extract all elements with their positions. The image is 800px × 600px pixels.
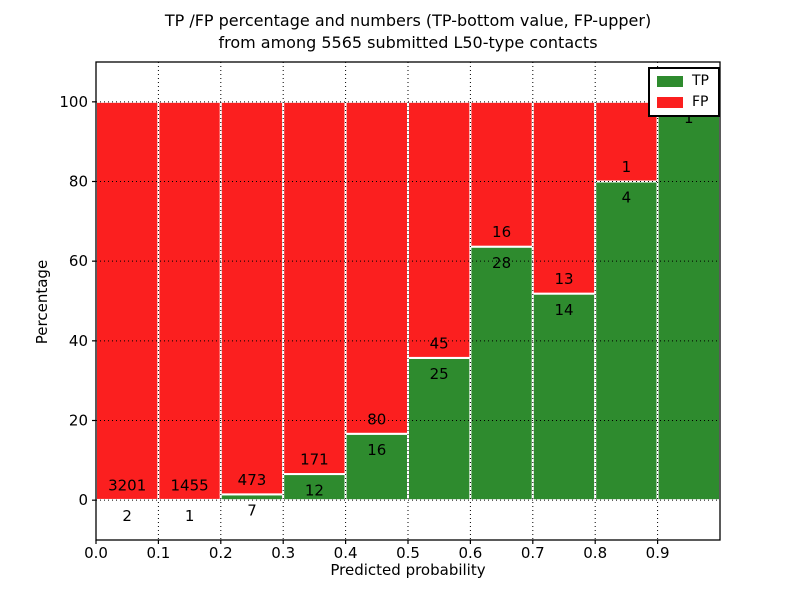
fp-count-label-3: 171 [300, 451, 329, 469]
y-tick-label-60: 60 [69, 252, 88, 270]
bar-segment-tp-9 [656, 100, 721, 502]
axes-box [95, 61, 721, 541]
x-tick-label-8: 0.8 [583, 544, 607, 562]
bar-segment-tp-7 [531, 292, 597, 502]
y-tick-label-100: 100 [59, 93, 88, 111]
bar-segment-fp-2 [219, 100, 285, 496]
x-tick-label-3: 0.3 [271, 544, 295, 562]
bar-segment-fp-0 [95, 100, 160, 501]
legend-row-tp: TP [657, 74, 709, 88]
tp-count-label-0: 2 [122, 507, 132, 525]
fp-count-label-7: 13 [554, 270, 573, 288]
y-tick-label-40: 40 [69, 332, 88, 350]
x-tick-label-2: 0.2 [209, 544, 233, 562]
fp-count-label-0: 3201 [108, 476, 146, 494]
tp-count-label-9: 1 [684, 109, 694, 127]
bar-segment-fp-7 [531, 100, 597, 295]
tp-count-label-3: 12 [305, 481, 324, 499]
bar-segment-fp-4 [344, 100, 410, 435]
x-tick-label-0: 0.0 [84, 544, 108, 562]
x-tick-label-7: 0.7 [521, 544, 545, 562]
fp-count-label-1: 1455 [171, 476, 209, 494]
fp-count-label-8: 1 [622, 158, 632, 176]
bar-segment-fp-5 [407, 100, 472, 359]
tp-count-label-1: 1 [185, 507, 195, 525]
fp-count-label-6: 16 [492, 223, 511, 241]
chart-title: TP /FP percentage and numbers (TP-bottom… [96, 10, 720, 54]
chart-title-line1: TP /FP percentage and numbers (TP-bottom… [164, 11, 652, 30]
fp-legend-label: FP [692, 94, 709, 110]
tp-legend-label: TP [692, 73, 709, 89]
bar-segment-tp-6 [469, 245, 534, 502]
y-tick-label-20: 20 [69, 412, 88, 430]
tp-count-label-4: 16 [367, 441, 386, 459]
y-axis-label: Percentage [33, 259, 51, 345]
tp-count-label-8: 4 [622, 189, 632, 207]
x-tick-label-1: 0.1 [146, 544, 170, 562]
tp-count-label-5: 25 [430, 365, 449, 383]
tp-count-label-6: 28 [492, 254, 511, 272]
tp-count-label-7: 14 [554, 301, 573, 319]
bar-segment-fp-6 [469, 100, 534, 248]
fp-legend-swatch [657, 96, 683, 108]
chart-title-line2: from among 5565 submitted L50-type conta… [218, 33, 598, 52]
bar-segment-fp-8 [594, 100, 659, 183]
y-tick-label-80: 80 [69, 173, 88, 191]
fp-count-label-4: 80 [367, 410, 386, 428]
x-tick-label-5: 0.5 [396, 544, 420, 562]
x-tick-label-4: 0.4 [334, 544, 358, 562]
x-tick-label-9: 0.9 [646, 544, 670, 562]
fp-count-label-5: 45 [430, 334, 449, 352]
tp-count-label-2: 7 [247, 502, 257, 520]
x-tick-label-6: 0.6 [458, 544, 482, 562]
bar-segment-fp-3 [282, 100, 347, 476]
x-axis-label: Predicted probability [330, 561, 486, 579]
legend-row-fp: FP [657, 95, 709, 109]
legend: TP FP [648, 67, 720, 117]
bar-segment-fp-1 [157, 100, 222, 501]
fp-count-label-2: 473 [238, 471, 267, 489]
tp-legend-swatch [657, 75, 683, 87]
y-tick-label-0: 0 [78, 491, 88, 509]
